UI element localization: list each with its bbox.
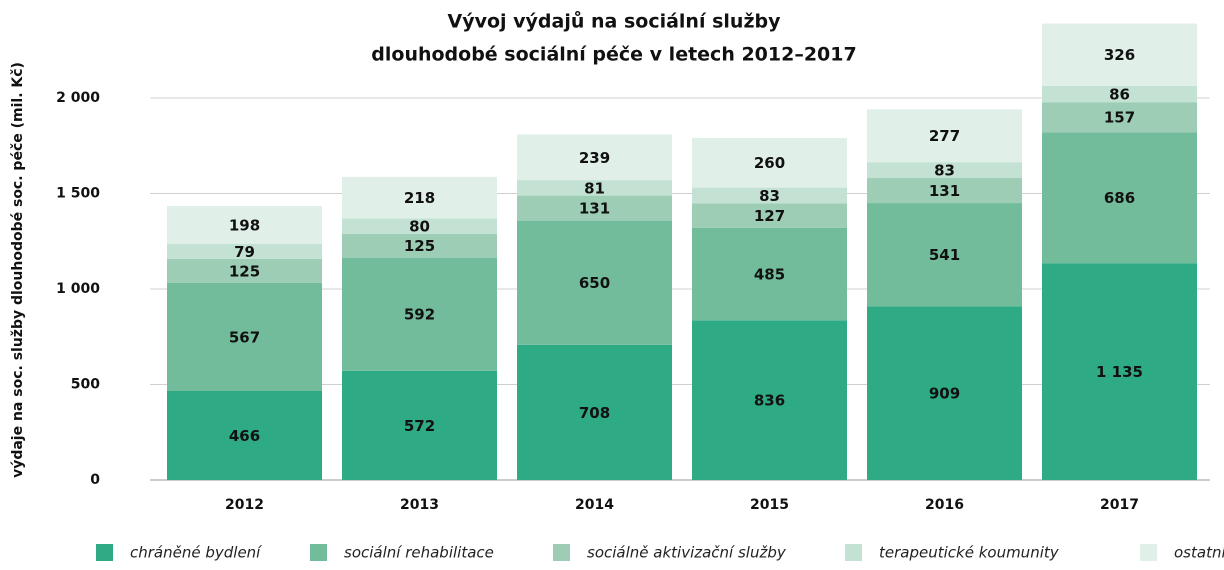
value-label: 83 — [934, 162, 955, 180]
bar-segment — [167, 243, 322, 259]
value-label: 572 — [404, 417, 435, 435]
legend-swatch — [1140, 544, 1157, 561]
value-label: 80 — [409, 218, 430, 236]
chart-title: dlouhodobé sociální péče v letech 2012–2… — [371, 44, 856, 66]
legend-label: terapeutické koumunity — [879, 544, 1060, 562]
bar-segment — [167, 282, 322, 391]
bar-segment — [867, 178, 1022, 204]
bar-segment — [867, 306, 1022, 480]
x-tick-label: 2012 — [225, 497, 264, 513]
bar-segment — [867, 162, 1022, 179]
bar-segment — [1042, 23, 1197, 86]
value-label: 218 — [404, 189, 435, 207]
y-tick-label: 1 500 — [56, 186, 100, 202]
value-label: 83 — [759, 187, 780, 205]
value-label: 485 — [754, 266, 785, 284]
bar-segment — [867, 203, 1022, 307]
legend-swatch — [310, 544, 327, 561]
legend-swatch — [553, 544, 570, 561]
bar-segment — [517, 220, 672, 345]
bar-segment — [342, 176, 497, 219]
legend-label: sociálně aktivizační služby — [587, 544, 787, 562]
y-tick-label: 500 — [71, 377, 100, 393]
chart-title: Vývoj výdajů na sociální služby — [448, 10, 782, 33]
bar-segment — [167, 205, 322, 244]
value-label: 708 — [579, 404, 610, 422]
value-label: 260 — [754, 154, 785, 172]
value-label: 567 — [229, 328, 260, 346]
bar-segment — [692, 320, 847, 480]
x-tick-label: 2014 — [575, 497, 614, 513]
bar-segment — [692, 203, 847, 228]
bar-segment — [1042, 132, 1197, 264]
y-axis-label: výdaje na soc. služby dlouhodobé soc. pé… — [10, 62, 26, 478]
value-label: 131 — [579, 200, 610, 218]
value-label: 909 — [929, 385, 960, 403]
bar-segment — [342, 233, 497, 258]
bar-segment — [517, 134, 672, 181]
y-tick-label: 1 000 — [56, 281, 100, 297]
value-label: 1 135 — [1096, 363, 1143, 381]
y-tick-label: 0 — [90, 472, 100, 488]
bar-segment — [342, 257, 497, 371]
value-label: 836 — [754, 392, 785, 410]
bar-segment — [692, 187, 847, 204]
value-label: 79 — [234, 243, 255, 261]
value-label: 650 — [579, 274, 610, 292]
bar-segment — [1042, 85, 1197, 103]
bar-segment — [167, 390, 322, 480]
value-label: 277 — [929, 127, 960, 145]
value-label: 239 — [579, 149, 610, 167]
legend-swatch — [845, 544, 862, 561]
value-label: 157 — [1104, 109, 1135, 127]
bar-segment — [692, 137, 847, 188]
value-label: 81 — [584, 179, 605, 197]
value-label: 541 — [929, 246, 960, 264]
value-label: 198 — [229, 216, 260, 234]
value-label: 466 — [229, 427, 260, 445]
x-tick-label: 2016 — [925, 497, 964, 513]
value-label: 86 — [1109, 85, 1130, 103]
bar-segment — [692, 227, 847, 321]
bar-segment — [517, 180, 672, 196]
bar-segment — [517, 344, 672, 480]
value-label: 125 — [229, 262, 260, 280]
x-tick-label: 2017 — [1100, 497, 1139, 513]
x-tick-label: 2013 — [400, 497, 439, 513]
legend-swatch — [96, 544, 113, 561]
bar-segment — [342, 370, 497, 480]
bar-segment — [1042, 263, 1197, 480]
legend-label: sociální rehabilitace — [344, 544, 494, 562]
value-label: 592 — [404, 306, 435, 324]
value-label: 127 — [754, 207, 785, 225]
value-label: 326 — [1104, 46, 1135, 64]
bar-segment — [1042, 102, 1197, 133]
legend-label: chráněné bydlení — [130, 544, 262, 562]
bar-segment — [342, 218, 497, 234]
y-tick-label: 2 000 — [56, 90, 100, 106]
value-label: 125 — [404, 237, 435, 255]
legend-label: ostatní — [1174, 544, 1224, 562]
bar-segment — [167, 258, 322, 283]
x-tick-label: 2015 — [750, 497, 789, 513]
value-label: 686 — [1104, 189, 1135, 207]
bar-segment — [867, 109, 1022, 163]
bar-segment — [517, 195, 672, 221]
value-label: 131 — [929, 182, 960, 200]
